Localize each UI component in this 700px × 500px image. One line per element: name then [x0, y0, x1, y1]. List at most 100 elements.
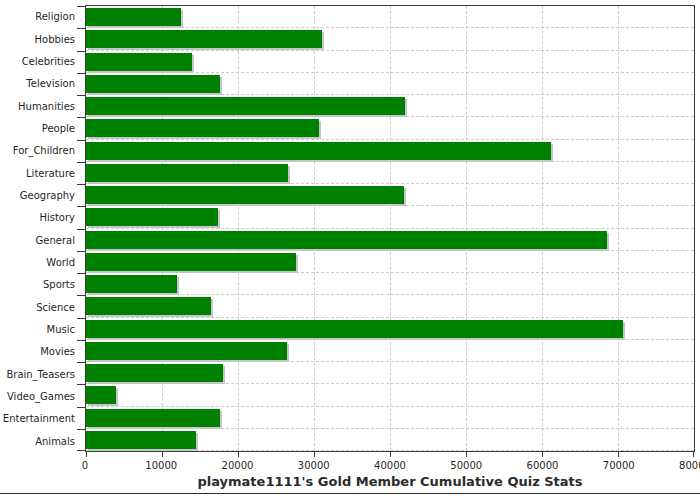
plot-area — [85, 5, 695, 452]
x-tick-label: 70000 — [589, 459, 649, 472]
bar-animals — [86, 431, 196, 449]
chart-row — [86, 295, 694, 317]
chart-title: playmate1111's Gold Member Cumulative Qu… — [85, 474, 695, 489]
y-axis-tick — [77, 340, 85, 341]
y-axis-tick — [77, 28, 85, 29]
bar-television — [86, 75, 220, 93]
chart-row — [86, 6, 694, 28]
category-label: Movies — [0, 345, 75, 358]
bar-video_games — [86, 386, 116, 404]
category-label: Literature — [0, 167, 75, 180]
chart-row — [86, 184, 694, 206]
chart-row — [86, 229, 694, 251]
x-axis-tick — [542, 451, 543, 457]
x-tick-label: 40000 — [360, 459, 420, 472]
chart-row — [86, 362, 694, 384]
bar-movies — [86, 342, 287, 360]
y-axis-tick — [77, 407, 85, 408]
x-axis-tick — [86, 451, 87, 457]
chart-row — [86, 206, 694, 228]
bar-humanities — [86, 97, 405, 115]
y-axis-tick — [77, 429, 85, 430]
x-axis-labels: 0100002000030000400005000060000700008000… — [85, 459, 695, 473]
category-label: General — [0, 234, 75, 247]
chart-row — [86, 251, 694, 273]
y-axis-tick — [77, 51, 85, 52]
y-axis-tick — [77, 162, 85, 163]
category-label: World — [0, 256, 75, 269]
y-axis-tick — [77, 140, 85, 141]
category-label: Music — [0, 323, 75, 336]
bar-general — [86, 231, 607, 249]
bar-brain_teasers — [86, 364, 223, 382]
bar-geography — [86, 186, 404, 204]
category-label: Television — [0, 77, 75, 90]
chart-row — [86, 51, 694, 73]
x-axis-tick — [390, 451, 391, 457]
chart-row — [86, 273, 694, 295]
x-tick-label: 0 — [55, 459, 115, 472]
category-label: Celebrities — [0, 55, 75, 68]
category-label: People — [0, 122, 75, 135]
bar-music — [86, 320, 623, 338]
chart-row — [86, 95, 694, 117]
category-label: For_Children — [0, 144, 75, 157]
x-axis-tick — [618, 451, 619, 457]
category-label: Humanities — [0, 100, 75, 113]
y-axis-tick — [77, 117, 85, 118]
bar-religion — [86, 8, 181, 26]
x-tick-label: 10000 — [131, 459, 191, 472]
y-axis-tick — [77, 184, 85, 185]
x-axis-tick — [162, 451, 163, 457]
x-axis-tick — [314, 451, 315, 457]
bar-science — [86, 297, 211, 315]
chart-row — [86, 28, 694, 50]
y-axis-tick — [77, 318, 85, 319]
bar-world — [86, 253, 296, 271]
y-axis-tick — [77, 273, 85, 274]
y-axis-labels: Religion Hobbies Celebrities Television Huma… — [0, 5, 75, 452]
bar-people — [86, 119, 319, 137]
y-axis-tick — [77, 295, 85, 296]
category-label: Sports — [0, 278, 75, 291]
y-axis-tick — [77, 251, 85, 252]
bar-literature — [86, 164, 288, 182]
chart-row — [86, 117, 694, 139]
chart-row — [86, 140, 694, 162]
category-label: Science — [0, 301, 75, 314]
x-axis-tick — [466, 451, 467, 457]
category-label: Religion — [0, 10, 75, 23]
bar-celebrities — [86, 53, 192, 71]
chart-row — [86, 407, 694, 429]
bar-for_children — [86, 142, 551, 160]
category-label: Animals — [0, 435, 75, 448]
y-axis-tick — [77, 362, 85, 363]
category-label: Entertainment — [0, 412, 75, 425]
bar-sports — [86, 275, 177, 293]
y-axis-tick — [77, 384, 85, 385]
bar-history — [86, 208, 218, 226]
y-axis-tick — [77, 6, 85, 7]
x-axis-tick — [693, 451, 694, 457]
y-axis-tick — [77, 73, 85, 74]
x-tick-label: 30000 — [284, 459, 344, 472]
bar-entertainment — [86, 409, 220, 427]
x-tick-label: 80000 — [665, 459, 700, 472]
y-axis-tick — [77, 206, 85, 207]
x-tick-label: 60000 — [513, 459, 573, 472]
x-axis-tick — [238, 451, 239, 457]
chart-row — [86, 340, 694, 362]
category-label: Video_Games — [0, 390, 75, 403]
category-label: History — [0, 211, 75, 224]
quiz-stats-bar-chart: Religion Hobbies Celebrities Television Huma… — [0, 0, 700, 500]
chart-row — [86, 162, 694, 184]
chart-row — [86, 384, 694, 406]
y-axis-tick — [77, 450, 85, 451]
y-axis-tick — [77, 95, 85, 96]
chart-row — [86, 429, 694, 451]
category-label: Brain_Teasers — [0, 368, 75, 381]
y-axis-tick — [77, 229, 85, 230]
x-tick-label: 20000 — [208, 459, 268, 472]
category-label: Hobbies — [0, 33, 75, 46]
bar-hobbies — [86, 30, 322, 48]
